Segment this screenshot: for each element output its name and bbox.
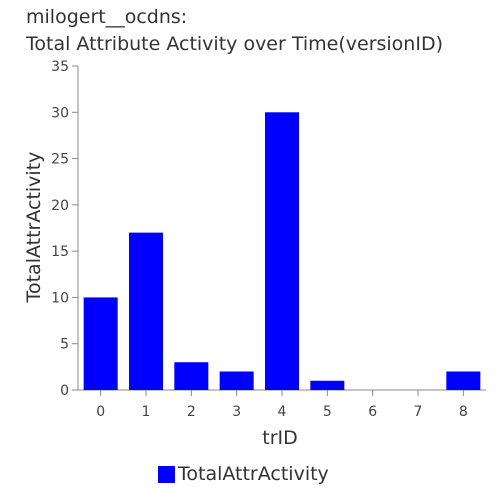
y-tick-label: 35 [51, 59, 69, 75]
bar [446, 371, 481, 390]
y-tick-label: 25 [51, 152, 69, 168]
x-tick-label: 7 [414, 404, 423, 420]
bar [174, 362, 209, 390]
bar [129, 232, 163, 390]
x-tick-label: 8 [459, 404, 468, 420]
y-tick-label: 30 [51, 105, 69, 121]
x-tick-label: 1 [142, 404, 151, 420]
bar [219, 371, 254, 390]
legend: TotalAttrActivity [158, 463, 329, 485]
bar [83, 297, 118, 390]
chart-subtitle: Total Attribute Activity over Time(versi… [26, 33, 443, 55]
y-axis: 0 5 10 15 20 25 30 35 [51, 59, 79, 399]
y-tick-label: 5 [60, 337, 69, 353]
bars [83, 112, 481, 391]
y-tick-label: 20 [51, 198, 69, 214]
x-tick-label: 3 [232, 404, 241, 420]
x-tick-label: 2 [187, 404, 196, 420]
bar [265, 112, 299, 391]
bar [310, 380, 345, 390]
y-axis-label: TotalAttrActivity [23, 152, 45, 304]
x-axis: 0 1 2 3 4 5 6 7 8 [78, 389, 486, 420]
x-tick-label: 6 [368, 404, 377, 420]
y-tick-label: 0 [60, 383, 69, 399]
x-axis-label: trID [262, 427, 298, 449]
chart-title: milogert__ocdns: [26, 6, 188, 28]
x-tick-label: 4 [278, 404, 287, 420]
y-tick-label: 15 [51, 244, 69, 260]
x-tick-label: 0 [96, 404, 105, 420]
x-tick-label: 5 [323, 404, 332, 420]
legend-swatch [158, 465, 175, 483]
y-tick-label: 10 [51, 290, 69, 306]
legend-label: TotalAttrActivity [178, 463, 329, 485]
